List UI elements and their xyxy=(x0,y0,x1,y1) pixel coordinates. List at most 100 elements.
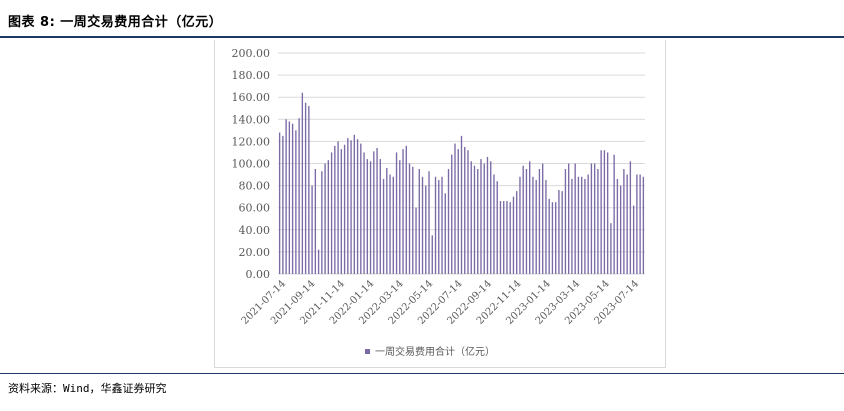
bar xyxy=(356,139,359,274)
bar xyxy=(337,141,339,274)
bar xyxy=(395,152,398,274)
bar xyxy=(308,106,310,274)
bar xyxy=(457,149,459,274)
bar xyxy=(512,196,515,274)
bar xyxy=(399,160,401,274)
bar xyxy=(376,148,378,274)
bar xyxy=(431,235,433,274)
bar xyxy=(597,169,599,274)
bar xyxy=(451,154,453,274)
bar xyxy=(477,169,479,274)
bar xyxy=(616,178,619,274)
bar xyxy=(522,165,524,274)
bar xyxy=(464,146,466,274)
bar xyxy=(506,201,508,274)
bar xyxy=(434,176,437,274)
bar xyxy=(379,159,381,274)
bar xyxy=(516,191,518,275)
bar xyxy=(629,161,632,274)
y-axis-labels: 200.00 180.00 160.00 140.00 120.00 100.00 80.0… xyxy=(232,47,271,281)
bar xyxy=(438,180,440,274)
bar xyxy=(577,176,580,274)
bar xyxy=(340,149,343,274)
bar xyxy=(535,180,537,274)
bar xyxy=(334,145,336,274)
bar xyxy=(619,185,622,274)
bar xyxy=(626,174,628,274)
bar xyxy=(623,169,625,274)
y-tick-label: 20.00 xyxy=(239,246,271,259)
bar xyxy=(386,167,388,274)
bar xyxy=(490,161,492,274)
bar xyxy=(606,152,609,274)
bar xyxy=(496,181,498,274)
bottom-rule xyxy=(0,373,844,374)
bar xyxy=(542,163,544,274)
y-tick-label: 80.00 xyxy=(239,180,271,193)
bar xyxy=(480,159,482,274)
bar xyxy=(408,163,411,274)
bar xyxy=(402,149,404,274)
bar xyxy=(519,176,521,274)
bar xyxy=(642,176,645,274)
bar xyxy=(580,176,583,274)
title-rule xyxy=(0,36,844,38)
bar xyxy=(350,140,352,274)
bar xyxy=(314,169,317,274)
bar xyxy=(421,176,424,274)
bar xyxy=(460,135,463,275)
bar xyxy=(360,143,362,274)
bars xyxy=(278,92,645,275)
bar xyxy=(447,169,450,274)
bar xyxy=(555,202,557,274)
bar xyxy=(425,185,427,274)
bar xyxy=(282,135,284,275)
bar xyxy=(311,185,313,274)
bar xyxy=(473,165,476,274)
bar xyxy=(373,151,375,274)
bar xyxy=(564,169,567,274)
bar xyxy=(353,134,355,274)
bar xyxy=(392,176,394,274)
bar xyxy=(561,191,563,275)
bar xyxy=(467,150,469,274)
y-tick-label: 200.00 xyxy=(232,47,271,60)
bar xyxy=(593,163,596,274)
bar xyxy=(327,160,330,274)
bar xyxy=(632,205,635,274)
bar xyxy=(470,161,472,274)
bar xyxy=(639,174,641,274)
bar xyxy=(548,198,550,274)
bar xyxy=(483,163,485,274)
bar xyxy=(545,180,547,274)
bar xyxy=(405,145,407,274)
bar xyxy=(382,178,385,274)
bar xyxy=(613,154,615,274)
bar xyxy=(486,156,489,274)
y-tick-label: 120.00 xyxy=(232,135,271,148)
bar xyxy=(295,130,297,274)
bar xyxy=(493,174,495,274)
bar xyxy=(369,161,372,274)
bar xyxy=(285,119,287,274)
y-tick-label: 60.00 xyxy=(239,202,271,215)
bar xyxy=(529,161,531,274)
bar xyxy=(343,144,346,274)
bar xyxy=(389,174,391,274)
bar xyxy=(317,249,320,274)
y-tick-label: 160.00 xyxy=(232,91,271,104)
bar xyxy=(321,171,323,274)
bar xyxy=(499,201,502,274)
bar xyxy=(298,118,300,274)
y-tick-label: 100.00 xyxy=(232,158,271,171)
bar xyxy=(610,223,612,274)
bar xyxy=(584,178,586,274)
bar xyxy=(441,176,443,274)
figure-title: 图表 8: 一周交易费用合计（亿元） xyxy=(8,15,223,30)
bar xyxy=(324,163,326,274)
bar xyxy=(301,92,304,274)
legend-label: 一周交易费用合计（亿元） xyxy=(375,345,495,358)
bar xyxy=(636,174,638,274)
bar xyxy=(347,138,349,274)
y-tick-label: 0.00 xyxy=(246,268,271,281)
